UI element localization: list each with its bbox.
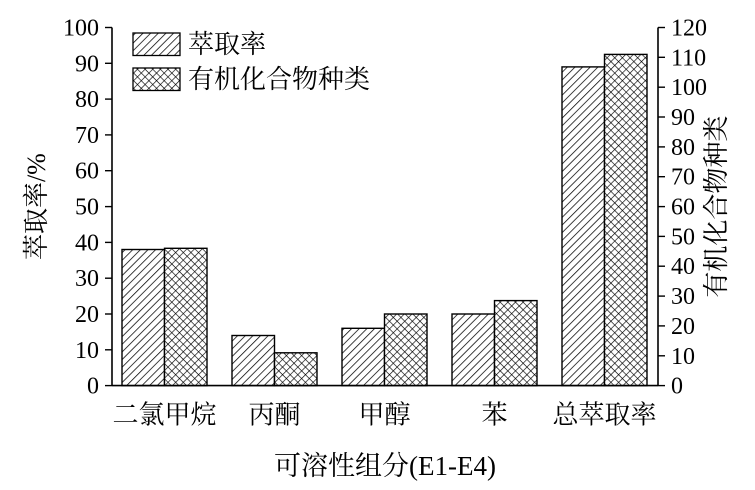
svg-text:30: 30 xyxy=(671,284,695,310)
svg-text:10: 10 xyxy=(671,344,695,370)
svg-text:萃取率: 萃取率 xyxy=(188,30,266,59)
svg-text:有机化合物种类: 有机化合物种类 xyxy=(702,116,731,298)
svg-text:90: 90 xyxy=(75,51,99,77)
svg-text:60: 60 xyxy=(75,159,99,185)
svg-text:120: 120 xyxy=(671,16,707,42)
svg-text:50: 50 xyxy=(671,224,695,250)
svg-text:丙酮: 丙酮 xyxy=(248,401,300,430)
svg-text:90: 90 xyxy=(671,105,695,131)
svg-text:有机化合物种类: 有机化合物种类 xyxy=(188,65,370,94)
svg-text:70: 70 xyxy=(75,123,99,149)
svg-text:30: 30 xyxy=(75,266,99,292)
svg-text:0: 0 xyxy=(87,374,99,400)
svg-text:60: 60 xyxy=(671,195,695,221)
svg-text:100: 100 xyxy=(671,75,707,101)
svg-text:80: 80 xyxy=(671,135,695,161)
svg-text:二氯甲烷: 二氯甲烷 xyxy=(112,401,216,430)
svg-text:甲醇: 甲醇 xyxy=(358,401,410,430)
svg-text:20: 20 xyxy=(671,314,695,340)
svg-text:80: 80 xyxy=(75,87,99,113)
svg-text:10: 10 xyxy=(75,338,99,364)
svg-text:100: 100 xyxy=(63,16,99,42)
svg-text:70: 70 xyxy=(671,165,695,191)
svg-text:萃取率/%: 萃取率/% xyxy=(22,153,51,260)
svg-text:40: 40 xyxy=(671,254,695,280)
svg-text:110: 110 xyxy=(671,45,706,71)
svg-text:0: 0 xyxy=(671,374,683,400)
svg-text:50: 50 xyxy=(75,195,99,221)
svg-text:可溶性组分(E1-E4): 可溶性组分(E1-E4) xyxy=(274,451,496,481)
svg-text:40: 40 xyxy=(75,230,99,256)
svg-text:总萃取率: 总萃取率 xyxy=(552,401,656,430)
svg-text:苯: 苯 xyxy=(481,401,507,430)
svg-text:20: 20 xyxy=(75,302,99,328)
